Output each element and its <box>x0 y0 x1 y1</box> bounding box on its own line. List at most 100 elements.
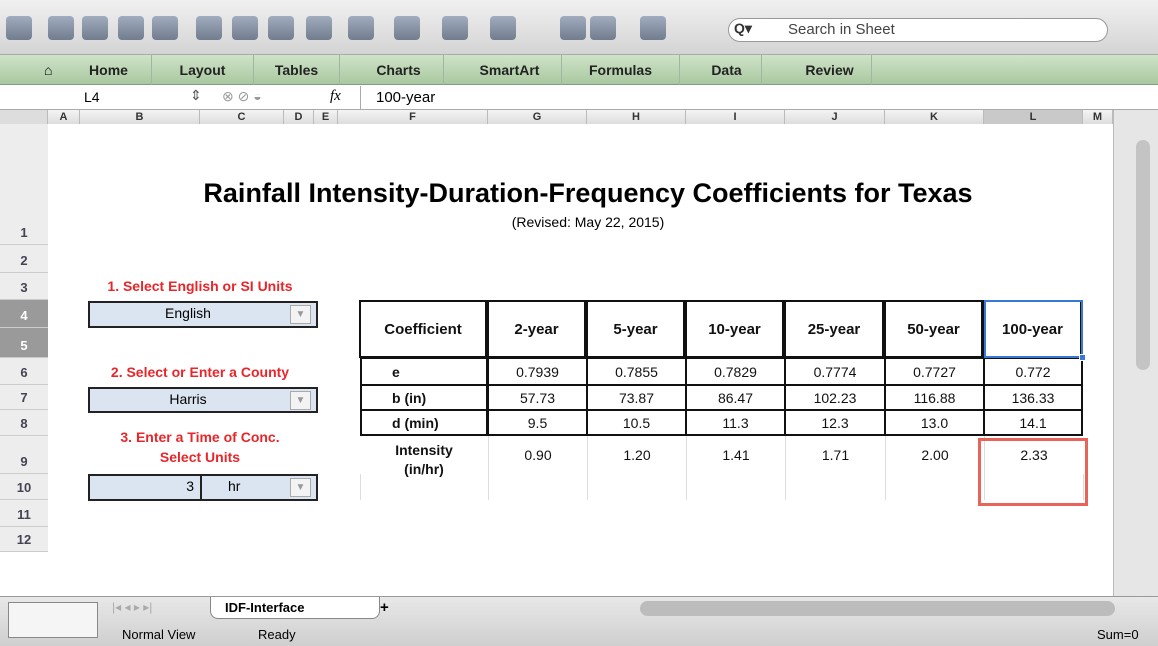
sheet-blank <box>48 552 1113 596</box>
column-header: H <box>587 110 686 124</box>
add-sheet[interactable]: + <box>380 599 389 616</box>
toolbar-icon[interactable] <box>118 16 144 40</box>
row-header: 3 <box>0 273 48 300</box>
search-placeholder: Search in Sheet <box>788 21 895 38</box>
toolbar-icon[interactable] <box>152 16 178 40</box>
intensity-label: (in/hr) <box>404 461 444 477</box>
time-unit[interactable]: hr <box>228 478 241 494</box>
gridline <box>1083 474 1084 500</box>
table-header: 5-year <box>586 300 685 358</box>
county-dropdown[interactable] <box>88 387 318 413</box>
h-scroll[interactable] <box>640 601 1115 616</box>
table-header: 10-year <box>685 300 784 358</box>
table-cell: 1.41 <box>686 436 785 474</box>
step-label: 1. Select English or SI Units <box>107 278 293 294</box>
cell-ref[interactable]: L4 <box>84 89 100 105</box>
row-header: 2 <box>0 245 48 273</box>
ribbon-tab[interactable]: Tables <box>254 55 340 85</box>
row-header: 6 <box>0 358 48 385</box>
table-cell: 2.00 <box>885 436 984 474</box>
view-label: Normal View <box>122 627 196 642</box>
toolbar-icon[interactable] <box>196 16 222 40</box>
ribbon-tab[interactable]: Layout <box>152 55 254 85</box>
dropdown-arrow[interactable]: ▼ <box>290 391 311 410</box>
highlight-box <box>978 438 1088 506</box>
ribbon-tab[interactable]: SmartArt <box>458 55 562 85</box>
table-cell: 0.7939 <box>488 358 587 385</box>
fx-label: fx <box>330 88 341 104</box>
step-label: 2. Select or Enter a County <box>110 364 290 380</box>
view-buttons[interactable] <box>8 602 98 638</box>
row-header: 4 <box>0 300 48 328</box>
ribbon-tab[interactable]: Review <box>788 55 872 85</box>
scroll-thumb[interactable] <box>1136 140 1150 370</box>
formula-bar <box>0 85 1158 110</box>
cell-ref-stepper[interactable]: ⇕ <box>190 87 202 103</box>
units-dropdown[interactable] <box>88 301 318 328</box>
toolbar-icon[interactable] <box>348 16 374 40</box>
toolbar-icon[interactable] <box>590 16 616 40</box>
ribbon-tab[interactable]: Charts <box>354 55 444 85</box>
time-value[interactable]: 3 <box>186 478 194 494</box>
dropdown-arrow[interactable]: ▼ <box>290 305 311 324</box>
column-header: F <box>338 110 488 124</box>
divider <box>200 476 202 499</box>
toolbar-icon[interactable] <box>640 16 666 40</box>
row-label: b (in) <box>360 385 488 410</box>
selection-handle[interactable] <box>1079 354 1086 361</box>
table-cell: 0.7774 <box>785 358 885 385</box>
table-cell: 136.33 <box>984 385 1083 410</box>
row-header: 5 <box>0 328 48 358</box>
toolbar-icon[interactable] <box>82 16 108 40</box>
column-header: M <box>1083 110 1113 124</box>
table-cell: 13.0 <box>885 410 984 436</box>
intensity-label: Intensity <box>395 442 453 458</box>
toolbar-icon[interactable] <box>268 16 294 40</box>
column-header: L <box>984 110 1083 124</box>
column-header: J <box>785 110 885 124</box>
toolbar-icon[interactable] <box>306 16 332 40</box>
ribbon-tab[interactable]: Home <box>66 55 152 85</box>
ribbon-tab[interactable]: Data <box>692 55 762 85</box>
step-label: Select Units <box>159 449 241 465</box>
sheet-subtitle: (Revised: May 22, 2015) <box>511 214 665 230</box>
toolbar-icon[interactable] <box>490 16 516 40</box>
row-label: e <box>360 358 488 385</box>
selection[interactable] <box>984 300 1083 358</box>
column-header: C <box>200 110 284 124</box>
status-sum: Sum=0 <box>1097 627 1139 642</box>
column-header: G <box>488 110 587 124</box>
toolbar-icon[interactable] <box>442 16 468 40</box>
table-cell: 11.3 <box>686 410 785 436</box>
row-header: 12 <box>0 527 48 552</box>
row-header: 8 <box>0 410 48 436</box>
toolbar-icon[interactable] <box>560 16 586 40</box>
time-input[interactable] <box>88 474 318 501</box>
ribbon-tab[interactable]: Formulas <box>562 55 680 85</box>
table-header: 50-year <box>884 300 983 358</box>
column-header: K <box>885 110 984 124</box>
units-value: English <box>165 305 211 321</box>
status-ready: Ready <box>258 627 296 642</box>
table-cell: 0.7829 <box>686 358 785 385</box>
toolbar-icon[interactable] <box>6 16 32 40</box>
gridline <box>785 474 786 500</box>
table-cell: 10.5 <box>587 410 686 436</box>
table-cell: 73.87 <box>587 385 686 410</box>
toolbar-icon[interactable] <box>232 16 258 40</box>
search-box[interactable] <box>728 18 1108 42</box>
row-header: 9 <box>0 436 48 474</box>
toolbar-icon[interactable] <box>48 16 74 40</box>
tab-nav[interactable]: |◂ ◂ ▸ ▸| <box>112 600 153 614</box>
table-header: Coefficient <box>359 300 487 358</box>
row-header: 1 <box>0 124 48 245</box>
dropdown-arrow[interactable]: ▼ <box>290 478 311 497</box>
toolbar-icon[interactable] <box>394 16 420 40</box>
sheet-tab[interactable]: IDF-Interface <box>210 597 380 619</box>
formula-text[interactable]: 100-year <box>376 89 436 106</box>
formula-buttons: ⊗ ⊘ ◒ <box>222 88 262 104</box>
gridline <box>587 474 588 500</box>
table-cell: 2.33 <box>984 436 1083 474</box>
vertical-scrollbar[interactable] <box>1113 110 1158 596</box>
